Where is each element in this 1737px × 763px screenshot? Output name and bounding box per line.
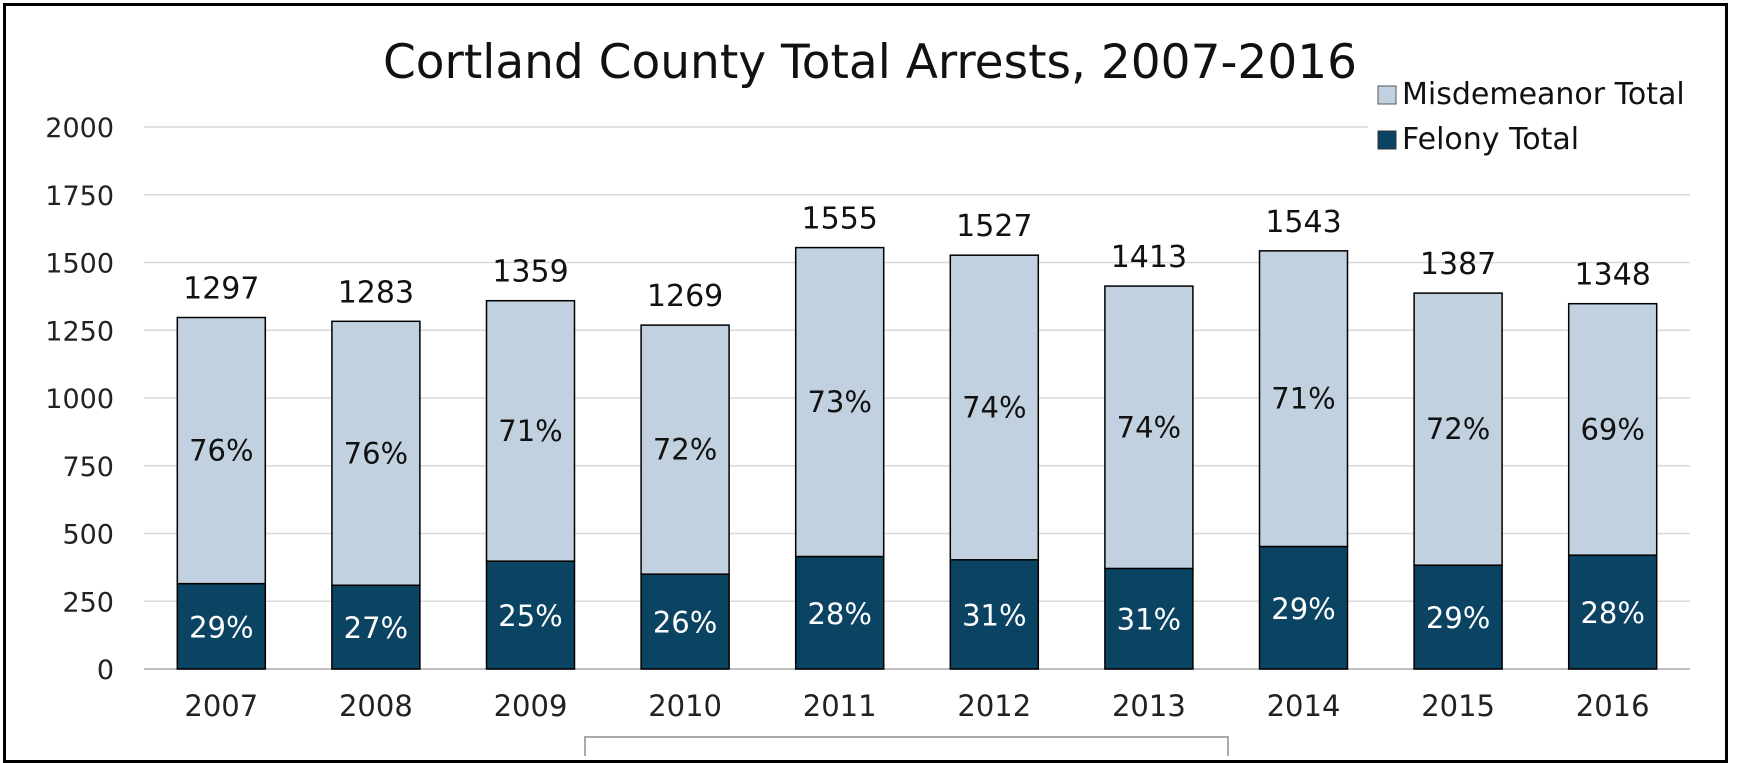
bar-misdemeanor-2008	[331, 320, 421, 587]
misdemeanor-percent-label: 76%	[189, 434, 253, 468]
felony-percent-label: 27%	[344, 611, 408, 645]
misdemeanor-percent-label: 71%	[1271, 382, 1335, 416]
total-label: 1348	[1575, 258, 1651, 293]
bar-felony-2007	[176, 582, 267, 670]
misdemeanor-percent-label: 72%	[653, 433, 717, 467]
total-label: 1283	[338, 275, 414, 310]
y-tick-label: 0	[97, 655, 114, 686]
bar-felony-2016	[1567, 554, 1658, 670]
x-tick-label: 2016	[1576, 689, 1650, 723]
bar-felony-2009	[485, 560, 576, 670]
bar-misdemeanor-2014	[1258, 250, 1349, 548]
x-axis: 2007 2008 2009 2010 2011 2012 2013 2014 2015 2016	[184, 689, 1649, 723]
bar-misdemeanor-2013	[1104, 285, 1194, 570]
y-tick-label: 1750	[45, 181, 114, 212]
x-tick-label: 2014	[1267, 689, 1341, 723]
bar-misdemeanor-2012	[949, 254, 1040, 561]
y-tick-label: 500	[62, 520, 114, 551]
bar-felony-2008	[331, 584, 421, 670]
bar-misdemeanor-2009	[485, 299, 576, 562]
felony-percent-label: 31%	[1117, 603, 1181, 637]
bottom-box-outline	[584, 736, 1229, 756]
total-label: 1297	[183, 272, 259, 307]
total-label: 1555	[802, 202, 878, 237]
bar-felony-2011	[794, 555, 885, 670]
bar-felony-2014	[1258, 545, 1349, 670]
x-tick-label: 2009	[494, 689, 568, 723]
x-tick-label: 2007	[184, 689, 258, 723]
x-tick-label: 2015	[1421, 689, 1495, 723]
total-label: 1387	[1420, 247, 1496, 282]
felony-percent-label: 29%	[1426, 601, 1490, 635]
misdemeanor-percent-label: 74%	[1117, 410, 1181, 444]
felony-percent-label: 31%	[962, 598, 1026, 632]
bar-felony-2010	[640, 573, 730, 670]
x-tick-label: 2013	[1112, 689, 1186, 723]
misdemeanor-percent-label: 71%	[498, 414, 562, 448]
legend-background	[1368, 76, 1698, 168]
misdemeanor-percent-label: 74%	[962, 390, 1026, 424]
total-label: 1527	[956, 209, 1032, 244]
misdemeanor-percent-label: 69%	[1580, 412, 1644, 446]
x-tick-label: 2010	[648, 689, 722, 723]
x-tick-label: 2011	[803, 689, 877, 723]
bar-felony-2015	[1413, 564, 1503, 670]
felony-percent-label: 26%	[653, 606, 717, 640]
bar-felony-2013	[1104, 567, 1194, 670]
y-tick-label: 1000	[45, 384, 114, 415]
bar-misdemeanor-2007	[176, 316, 267, 585]
bar-misdemeanor-2011	[794, 246, 885, 558]
y-tick-label: 250	[62, 587, 114, 618]
y-tick-label: 2000	[45, 113, 114, 144]
total-label: 1359	[492, 255, 568, 290]
x-tick-label: 2008	[339, 689, 413, 723]
legend-label-misdemeanor: Misdemeanor Total	[1402, 77, 1685, 112]
total-label: 1413	[1111, 240, 1187, 275]
felony-percent-label: 29%	[189, 610, 253, 644]
y-axis: 0 250 500 750 1000 1250 1500 1750 2000	[45, 113, 114, 686]
x-tick-label: 2012	[957, 689, 1031, 723]
felony-percent-label: 28%	[807, 597, 871, 631]
total-label: 1269	[647, 279, 723, 314]
legend-swatch-misdemeanor	[1377, 85, 1397, 105]
total-label: 1543	[1265, 205, 1341, 240]
felony-percent-label: 29%	[1271, 592, 1335, 626]
bar-felony-2012	[949, 559, 1040, 670]
legend: Misdemeanor Total Felony Total	[1368, 76, 1698, 168]
y-tick-label: 1500	[45, 249, 114, 280]
misdemeanor-percent-label: 73%	[807, 385, 871, 419]
chart-title: Cortland County Total Arrests, 2007-2016	[383, 35, 1357, 90]
bar-misdemeanor-2010	[640, 324, 730, 575]
misdemeanor-percent-label: 76%	[344, 436, 408, 470]
felony-percent-label: 25%	[498, 599, 562, 633]
legend-label-felony: Felony Total	[1402, 122, 1579, 157]
bars: 29% 76% 1297 27% 76% 1283 25% 71% 1359 26% 72% 1269…	[176, 202, 1658, 670]
bar-misdemeanor-2016	[1567, 302, 1658, 556]
felony-percent-label: 28%	[1580, 596, 1644, 630]
misdemeanor-percent-label: 72%	[1426, 412, 1490, 446]
y-tick-label: 1250	[45, 316, 114, 347]
bar-misdemeanor-2015	[1413, 292, 1503, 566]
legend-swatch-felony	[1377, 130, 1397, 150]
y-tick-label: 750	[62, 452, 114, 483]
